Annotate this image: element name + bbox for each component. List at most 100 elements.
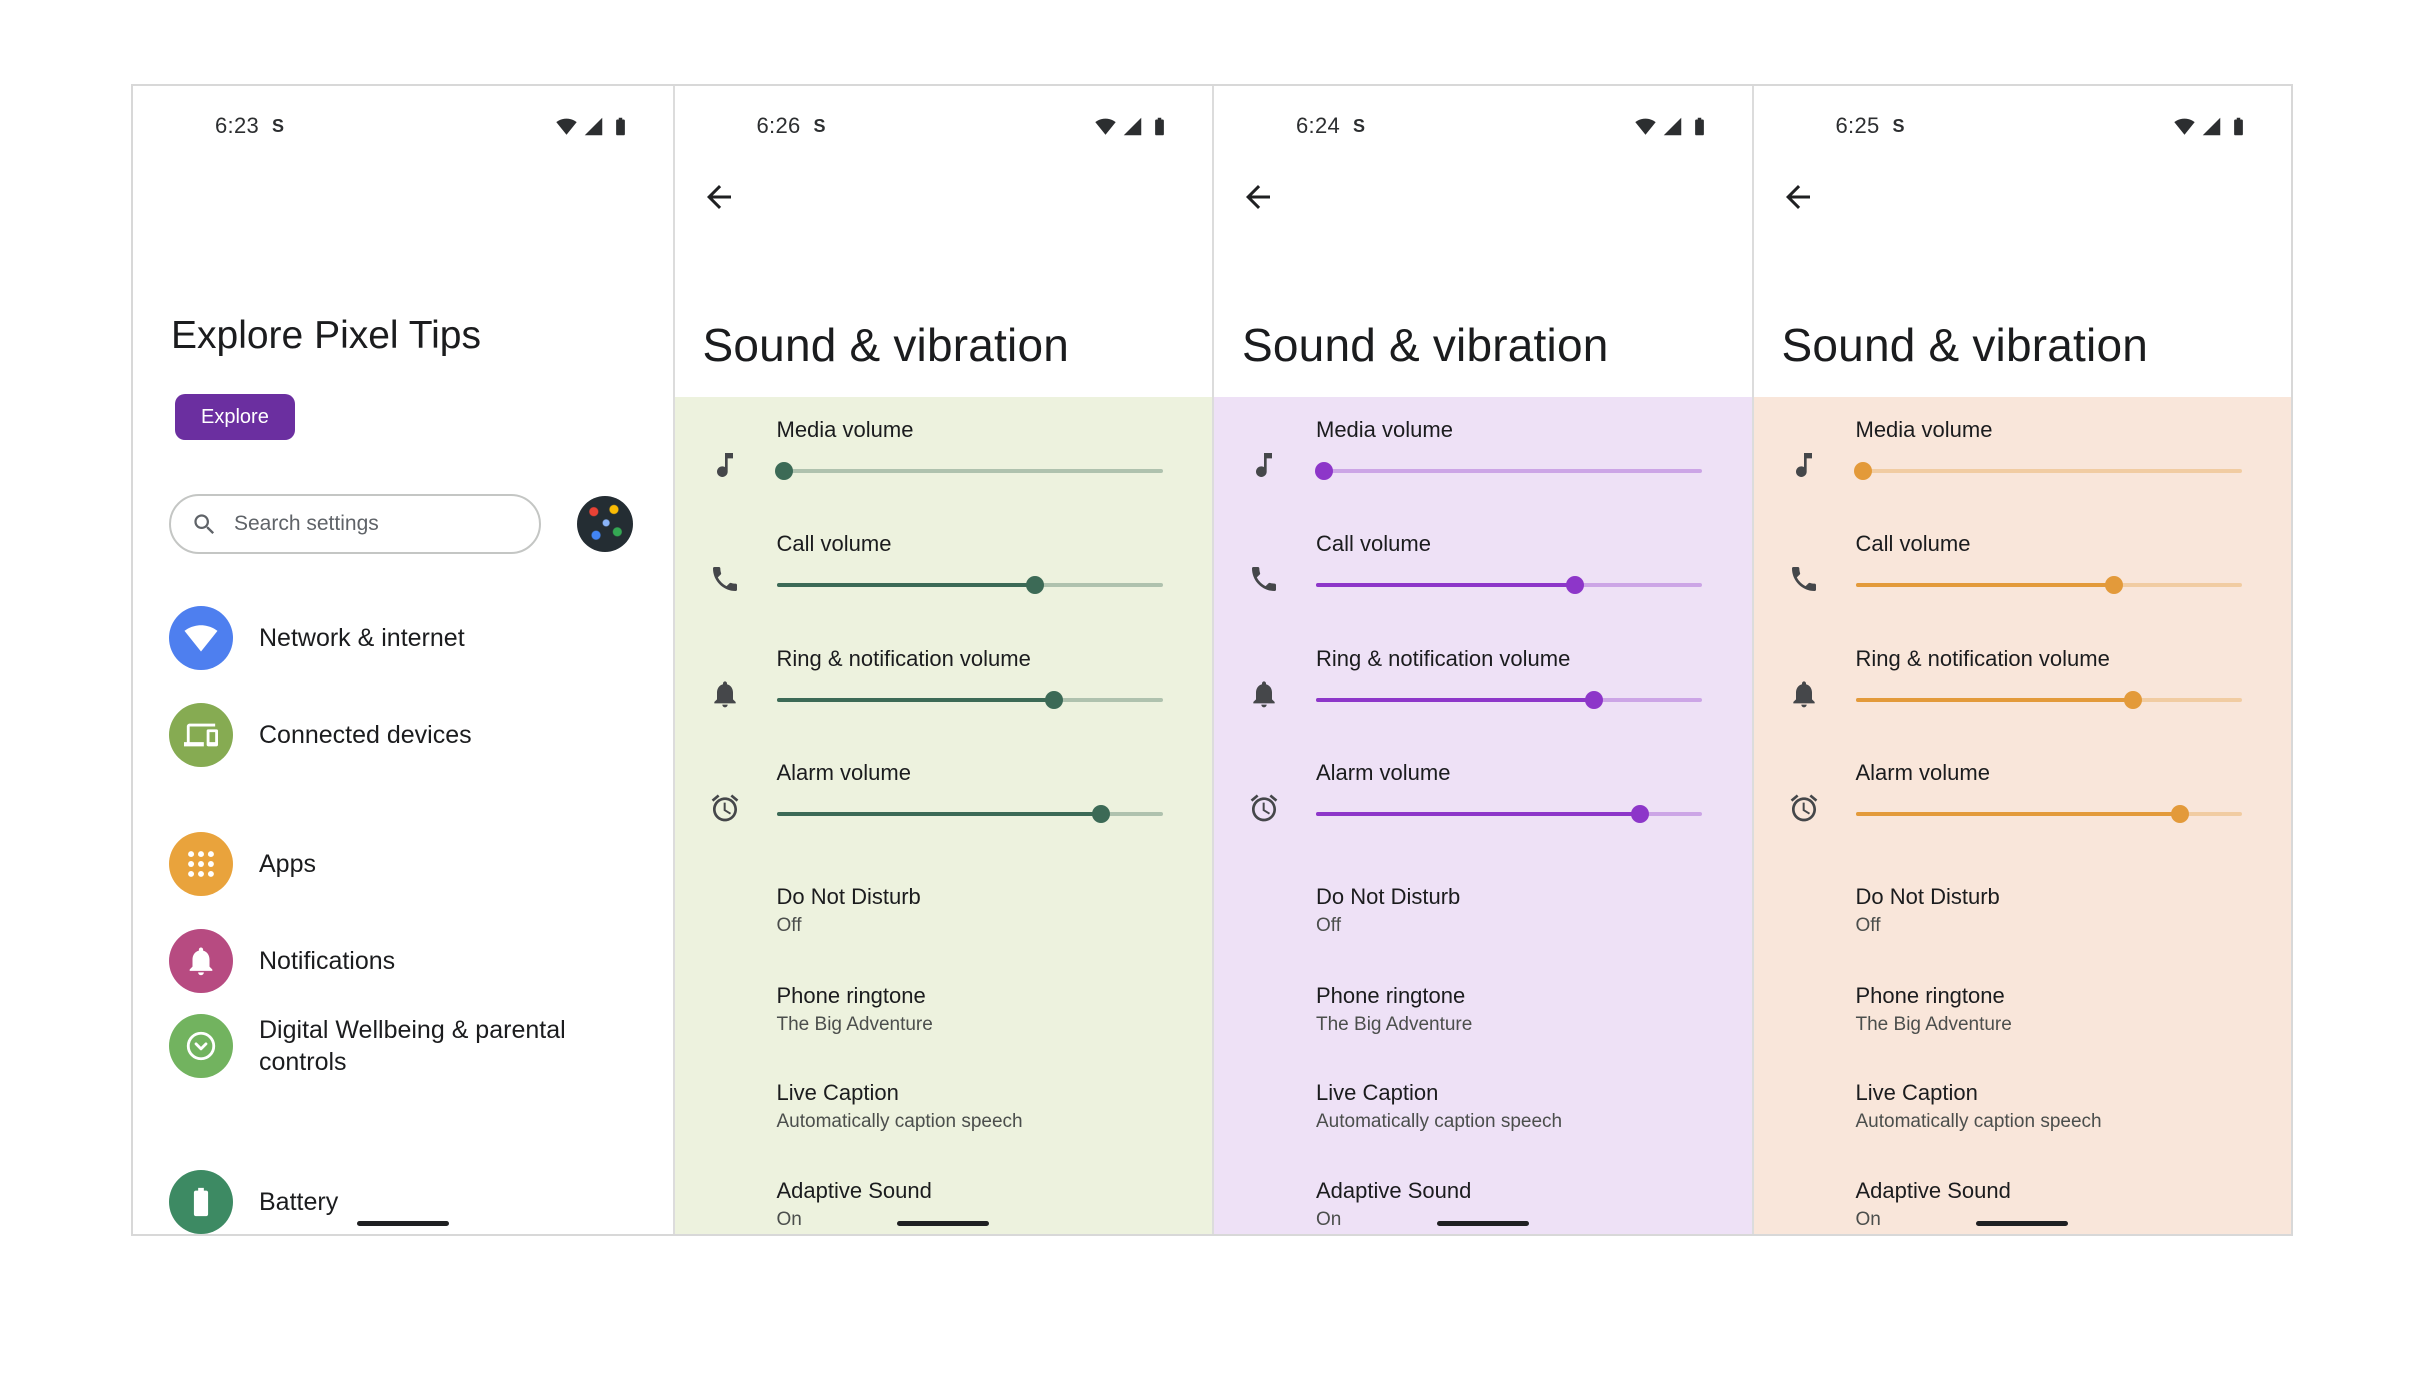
wifi-status-icon (1095, 116, 1116, 137)
slider-track[interactable] (1855, 469, 2242, 473)
ring-notification-volume-slider[interactable] (1316, 691, 1702, 709)
wifi-status-icon (1635, 116, 1656, 137)
settings-home-screen: 6:23 S Explore Pixel Tips Explore Search… (133, 86, 673, 1234)
slider-thumb[interactable] (1314, 462, 1333, 480)
back-arrow-icon (1780, 179, 1816, 215)
setting-label: Live Caption (1316, 1080, 1439, 1105)
slider-thumb[interactable] (2124, 691, 2143, 709)
media-volume-slider[interactable] (1314, 462, 1702, 480)
setting-do-not-disturb[interactable]: Do Not Disturb Off (777, 883, 1183, 938)
slider-fill (1854, 462, 1873, 480)
alarm-volume-row: Alarm volume (675, 758, 1213, 850)
setting-value: The Big Adventure (1316, 1014, 1473, 1035)
setting-value: On (1855, 1209, 1881, 1230)
slider-track[interactable] (1316, 469, 1702, 473)
settings-item-label: Connected devices (259, 721, 472, 749)
slider-thumb[interactable] (775, 462, 794, 480)
slider-thumb[interactable] (2105, 576, 2124, 594)
setting-phone-ringtone[interactable]: Phone ringtone The Big Adventure (1856, 982, 2262, 1037)
slider-thumb[interactable] (1091, 805, 1110, 823)
slider-thumb[interactable] (1584, 691, 1603, 709)
setting-label: Do Not Disturb (1855, 884, 2000, 909)
settings-item-digital-wellbeing[interactable]: Digital Wellbeing & parental controls (169, 1014, 657, 1078)
wellbeing-icon (184, 1029, 218, 1063)
bell-icon (1788, 678, 1820, 710)
setting-adaptive-sound[interactable]: Adaptive Sound On (1316, 1177, 1722, 1232)
slider-thumb[interactable] (2170, 805, 2189, 823)
volume-label: Media volume (1316, 417, 1453, 442)
setting-do-not-disturb[interactable]: Do Not Disturb Off (1856, 883, 2262, 938)
settings-item-connected-devices[interactable]: Connected devices (169, 703, 657, 767)
setting-value: Automatically caption speech (1855, 1111, 2102, 1132)
gesture-nav-handle[interactable] (356, 1221, 449, 1226)
status-bar: 6:26 S (675, 108, 1213, 144)
back-button[interactable] (1238, 178, 1278, 218)
bell-icon-circle (169, 929, 233, 993)
ring-notification-volume-slider[interactable] (776, 691, 1163, 709)
page-title: Sound & vibration (702, 319, 1070, 371)
search-input[interactable]: Search settings (169, 494, 541, 554)
call-volume-slider[interactable] (1316, 576, 1702, 594)
ring-notification-volume-row: Ring & notification volume (1214, 644, 1752, 736)
alarm-clock-icon (709, 792, 741, 824)
back-button[interactable] (699, 178, 739, 218)
settings-item-network-internet[interactable]: Network & internet (169, 606, 657, 670)
page-title: Sound & vibration (1781, 319, 2149, 371)
wifi-status-icon (556, 116, 577, 137)
media-volume-slider[interactable] (1854, 462, 2242, 480)
gesture-nav-handle[interactable] (1436, 1221, 1529, 1226)
music-note-icon (1248, 449, 1280, 481)
settings-item-apps[interactable]: Apps (169, 832, 657, 896)
setting-value: Off (776, 915, 802, 936)
slider-fill (776, 576, 1045, 594)
bell-icon (184, 944, 218, 978)
cellular-status-icon (1122, 116, 1143, 137)
slider-thumb[interactable] (1026, 576, 1045, 594)
avatar[interactable] (576, 496, 633, 552)
ring-notification-volume-row: Ring & notification volume (675, 644, 1213, 736)
setting-value: Automatically caption speech (1316, 1111, 1563, 1132)
slider-fill (776, 691, 1064, 709)
gesture-nav-handle[interactable] (897, 1221, 990, 1226)
alarm-volume-slider[interactable] (1316, 805, 1702, 823)
volume-label: Call volume (776, 531, 892, 556)
sound-screen-purple: 6:24 S Sound & vibration Media volume (1212, 86, 1752, 1234)
settings-item-battery[interactable]: Battery (169, 1170, 657, 1234)
call-volume-slider[interactable] (1855, 576, 2242, 594)
media-volume-slider[interactable] (775, 462, 1163, 480)
alarm-volume-slider[interactable] (1855, 805, 2242, 823)
search-icon (191, 511, 218, 538)
setting-live-caption[interactable]: Live Caption Automatically caption speec… (1316, 1079, 1722, 1134)
setting-phone-ringtone[interactable]: Phone ringtone The Big Adventure (1316, 982, 1722, 1037)
slider-thumb[interactable] (1854, 462, 1873, 480)
settings-item-notifications[interactable]: Notifications (169, 929, 657, 993)
page-title: Sound & vibration (1242, 319, 1609, 371)
setting-adaptive-sound[interactable]: Adaptive Sound On (1856, 1177, 2262, 1232)
gesture-nav-handle[interactable] (1976, 1221, 2069, 1226)
alarm-volume-row: Alarm volume (1214, 758, 1752, 850)
slider-fill (1855, 576, 2124, 594)
call-volume-slider[interactable] (776, 576, 1163, 594)
slider-thumb[interactable] (1631, 805, 1650, 823)
settings-item-label: Digital Wellbeing & parental controls (259, 1016, 566, 1076)
setting-live-caption[interactable]: Live Caption Automatically caption speec… (1856, 1079, 2262, 1134)
back-button[interactable] (1778, 178, 1818, 218)
explore-button[interactable]: Explore (175, 394, 295, 440)
slider-thumb[interactable] (1045, 691, 1064, 709)
setting-phone-ringtone[interactable]: Phone ringtone The Big Adventure (777, 982, 1183, 1037)
setting-adaptive-sound[interactable]: Adaptive Sound On (777, 1177, 1183, 1232)
slider-thumb[interactable] (1565, 576, 1584, 594)
setting-value: Off (1316, 915, 1341, 936)
alarm-volume-slider[interactable] (776, 805, 1163, 823)
setting-label: Adaptive Sound (776, 1178, 932, 1203)
setting-live-caption[interactable]: Live Caption Automatically caption speec… (777, 1079, 1183, 1134)
status-time: 6:25 (1835, 113, 1880, 138)
battery-status-icon (1689, 116, 1710, 137)
ring-notification-volume-slider[interactable] (1855, 691, 2242, 709)
wifi-status-icon (2174, 116, 2195, 137)
apps-grid-icon (184, 847, 218, 881)
slider-track[interactable] (776, 469, 1163, 473)
cellular-status-icon (2201, 116, 2222, 137)
setting-do-not-disturb[interactable]: Do Not Disturb Off (1316, 883, 1722, 938)
back-arrow-icon (1240, 179, 1276, 215)
